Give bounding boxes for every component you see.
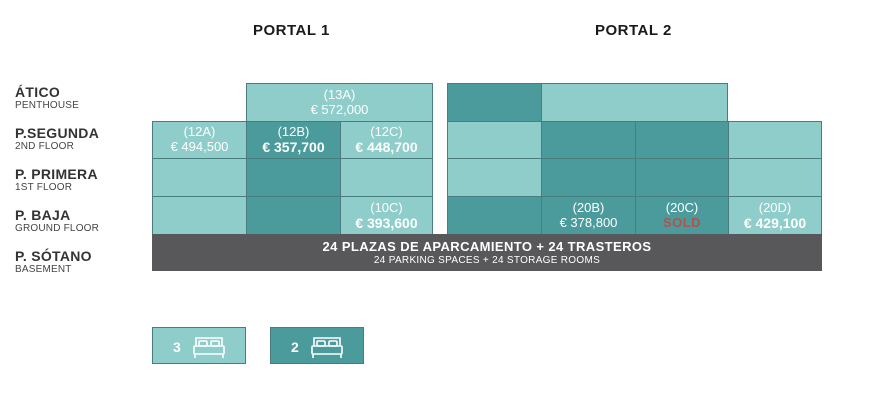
unit-p1-primera-a[interactable]	[152, 158, 247, 197]
floor-label-atico: ÁTICO PENTHOUSE	[15, 84, 80, 112]
basement-parking-band: 24 PLAZAS DE APARCAMIENTO + 24 TRASTEROS…	[152, 234, 822, 271]
floor-name: ÁTICO	[15, 84, 61, 100]
unit-price: € 357,700	[262, 139, 325, 155]
unit-p2-atico-b[interactable]	[541, 83, 728, 122]
legend-count: 2	[291, 339, 299, 355]
unit-label: (12A)	[183, 124, 216, 139]
unit-p2-segunda-b[interactable]	[541, 121, 636, 159]
floor-label-baja: P. BAJA GROUND FLOOR	[15, 207, 100, 235]
basement-title: 24 PLAZAS DE APARCAMIENTO + 24 TRASTEROS	[322, 239, 652, 254]
floor-subname: BASEMENT	[15, 264, 72, 275]
unit-p2-primera-b[interactable]	[541, 158, 636, 197]
legend-count: 3	[173, 339, 181, 355]
unit-price: € 393,600	[355, 215, 418, 231]
unit-20C[interactable]: (20C) SOLD	[635, 196, 729, 235]
unit-12C[interactable]: (12C) € 448,700	[340, 121, 433, 159]
floor-label-sotano: P. SÓTANO BASEMENT	[15, 248, 92, 276]
floor-name: P. BAJA	[15, 207, 71, 223]
unit-p1-baja-a[interactable]	[152, 196, 247, 235]
unit-p2-primera-c[interactable]	[635, 158, 729, 197]
sold-badge: SOLD	[662, 215, 702, 230]
unit-10C[interactable]: (10C) € 393,600	[340, 196, 433, 235]
floor-name: P. SÓTANO	[15, 248, 92, 264]
floor-label-segunda: P.SEGUNDA 2ND FLOOR	[15, 125, 100, 153]
unit-p2-segunda-a[interactable]	[447, 121, 542, 159]
unit-price: € 429,100	[743, 215, 807, 231]
unit-p2-atico-a[interactable]	[447, 83, 542, 122]
unit-p1-primera-b[interactable]	[246, 158, 341, 197]
unit-label: (12B)	[277, 124, 310, 139]
floor-name: P.SEGUNDA	[15, 125, 100, 141]
bed-icon	[309, 334, 345, 365]
unit-label: (20D)	[758, 200, 792, 215]
unit-p1-baja-b[interactable]	[246, 196, 341, 235]
unit-p2-primera-a[interactable]	[447, 158, 542, 197]
floor-subname: 1ST FLOOR	[15, 182, 73, 193]
unit-label: (10C)	[370, 200, 403, 215]
floor-subname: 2ND FLOOR	[15, 141, 75, 152]
unit-label: (20C)	[665, 200, 699, 215]
unit-label: (20B)	[572, 200, 605, 215]
floor-subname: GROUND FLOOR	[15, 223, 100, 234]
unit-20D[interactable]: (20D) € 429,100	[728, 196, 822, 235]
unit-12B[interactable]: (12B) € 357,700	[246, 121, 341, 159]
unit-13A[interactable]: (13A) € 572,000	[246, 83, 433, 122]
floor-label-primera: P. PRIMERA 1ST FLOOR	[15, 166, 98, 194]
bed-icon	[191, 334, 227, 365]
unit-price: € 448,700	[355, 139, 418, 155]
unit-p1-primera-c[interactable]	[340, 158, 433, 197]
unit-price: € 572,000	[310, 102, 369, 117]
unit-price: € 378,800	[559, 215, 618, 230]
portal-1-title: PORTAL 1	[253, 22, 330, 39]
unit-20B[interactable]: (20B) € 378,800	[541, 196, 636, 235]
unit-p2-primera-d[interactable]	[728, 158, 822, 197]
basement-subtitle: 24 PARKING SPACES + 24 STORAGE ROOMS	[373, 255, 601, 266]
unit-p2-baja-a[interactable]	[447, 196, 542, 235]
unit-label: (13A)	[323, 87, 356, 102]
unit-label: (12C)	[370, 124, 403, 139]
legend-three-bedroom: 3	[152, 327, 246, 364]
unit-price: € 494,500	[170, 139, 229, 154]
floor-subname: PENTHOUSE	[15, 100, 80, 111]
portal-2-title: PORTAL 2	[595, 22, 672, 39]
unit-p2-segunda-d[interactable]	[728, 121, 822, 159]
legend-two-bedroom: 2	[270, 327, 364, 364]
unit-12A[interactable]: (12A) € 494,500	[152, 121, 247, 159]
unit-p2-segunda-c[interactable]	[635, 121, 729, 159]
floor-name: P. PRIMERA	[15, 166, 98, 182]
